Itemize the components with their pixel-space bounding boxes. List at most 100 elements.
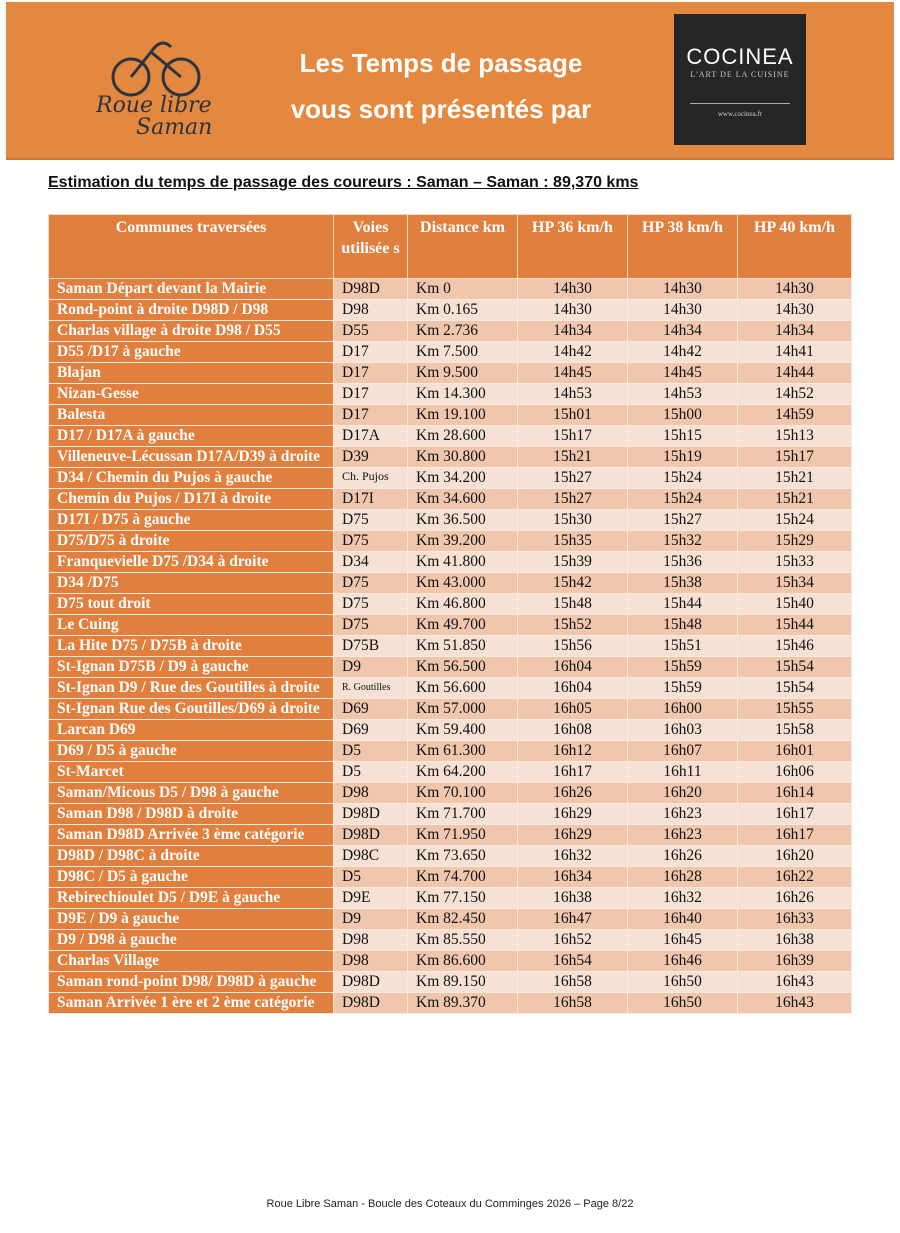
time-36-cell: 16h54 <box>517 950 628 972</box>
route-cell: D17I <box>333 488 408 510</box>
route-cell: D75 <box>333 593 408 615</box>
route-cell: D17 <box>333 404 408 426</box>
table-header-row: Communes traversées Voies utilisée s Dista… <box>48 214 852 279</box>
time-40-cell: 15h29 <box>737 530 852 552</box>
time-40-cell: 15h58 <box>737 719 852 741</box>
time-36-cell: 16h04 <box>517 677 628 699</box>
table-row: Villeneuve-Lécussan D17A/D39 à droite D39… <box>48 446 852 468</box>
time-36-cell: 16h38 <box>517 887 628 909</box>
time-36-cell: 15h27 <box>517 488 628 510</box>
time-38-cell: 16h11 <box>627 761 738 783</box>
time-36-cell: 15h56 <box>517 635 628 657</box>
table-row: D17 / D17A à gauche D17A Km 28.600 15h17 15h… <box>48 425 852 447</box>
route-cell: D17 <box>333 362 408 384</box>
time-40-cell: 16h26 <box>737 887 852 909</box>
time-38-cell: 15h44 <box>627 593 738 615</box>
page-footer: Roue Libre Saman - Boucle des Coteaux du… <box>266 1198 634 1210</box>
commune-cell: D98C / D5 à gauche <box>48 866 334 888</box>
commune-cell: Larcan D69 <box>48 719 334 741</box>
distance-cell: Km 0.165 <box>407 299 518 321</box>
time-38-cell: 15h00 <box>627 404 738 426</box>
time-36-cell: 14h30 <box>517 299 628 321</box>
time-40-cell: 15h55 <box>737 698 852 720</box>
time-40-cell: 15h46 <box>737 635 852 657</box>
commune-cell: La Hite D75 / D75B à droite <box>48 635 334 657</box>
column-header: Voies utilisée s <box>333 214 408 279</box>
time-38-cell: 14h30 <box>627 278 738 300</box>
route-cell: D69 <box>333 698 408 720</box>
time-36-cell: 15h17 <box>517 425 628 447</box>
roue-libre-saman-logo: Roue libre Saman <box>86 32 236 142</box>
table-row: Le Cuing D75 Km 49.700 15h52 15h48 15h44 <box>48 614 852 636</box>
time-38-cell: 15h24 <box>627 488 738 510</box>
time-36-cell: 16h29 <box>517 824 628 846</box>
commune-cell: St-Ignan D9 / Rue des Goutilles à droite <box>48 677 334 699</box>
time-38-cell: 16h23 <box>627 803 738 825</box>
distance-cell: Km 89.150 <box>407 971 518 993</box>
distance-cell: Km 34.600 <box>407 488 518 510</box>
time-40-cell: 16h06 <box>737 761 852 783</box>
route-cell: R. Goutilles <box>333 677 408 699</box>
banner-title: Les Temps de passage vous sont présentés… <box>236 40 646 132</box>
route-cell: D98D <box>333 992 408 1014</box>
time-38-cell: 14h30 <box>627 299 738 321</box>
route-cell: D17 <box>333 383 408 405</box>
time-36-cell: 16h17 <box>517 761 628 783</box>
route-cell: D5 <box>333 740 408 762</box>
time-38-cell: 16h50 <box>627 992 738 1014</box>
table-row: Chemin du Pujos / D17I à droite D17I Km 34… <box>48 488 852 510</box>
commune-cell: Villeneuve-Lécussan D17A/D39 à droite <box>48 446 334 468</box>
time-36-cell: 16h29 <box>517 803 628 825</box>
time-40-cell: 16h01 <box>737 740 852 762</box>
time-36-cell: 15h48 <box>517 593 628 615</box>
commune-cell: St-Ignan Rue des Goutilles/D69 à droite <box>48 698 334 720</box>
distance-cell: Km 19.100 <box>407 404 518 426</box>
cocinea-logo: COCINEA L'ART DE LA CUISINE www.cocinea.… <box>674 14 806 145</box>
commune-cell: Franquevielle D75 /D34 à droite <box>48 551 334 573</box>
table-row: D34 / Chemin du Pujos à gauche Ch. Pujos K… <box>48 467 852 489</box>
commune-cell: Blajan <box>48 362 334 384</box>
time-38-cell: 15h59 <box>627 656 738 678</box>
distance-cell: Km 64.200 <box>407 761 518 783</box>
time-38-cell: 16h07 <box>627 740 738 762</box>
distance-cell: Km 61.300 <box>407 740 518 762</box>
distance-cell: Km 34.200 <box>407 467 518 489</box>
time-38-cell: 16h50 <box>627 971 738 993</box>
time-36-cell: 16h58 <box>517 971 628 993</box>
commune-cell: D34 /D75 <box>48 572 334 594</box>
table-row: Saman rond-point D98/ D98D à gauche D98D K… <box>48 971 852 993</box>
commune-cell: Saman/Micous D5 / D98 à gauche <box>48 782 334 804</box>
time-38-cell: 16h23 <box>627 824 738 846</box>
time-40-cell: 14h44 <box>737 362 852 384</box>
distance-cell: Km 9.500 <box>407 362 518 384</box>
distance-cell: Km 36.500 <box>407 509 518 531</box>
distance-cell: Km 85.550 <box>407 929 518 951</box>
table-row: St-Ignan D9 / Rue des Goutilles à droite… <box>48 677 852 699</box>
route-cell: D98 <box>333 950 408 972</box>
table-row: La Hite D75 / D75B à droite D75B Km 51.850… <box>48 635 852 657</box>
time-38-cell: 16h28 <box>627 866 738 888</box>
table-row: St-Marcet D5 Km 64.200 16h17 16h11 16h06 <box>48 761 852 783</box>
route-cell: D9E <box>333 887 408 909</box>
time-38-cell: 15h59 <box>627 677 738 699</box>
route-cell: D98C <box>333 845 408 867</box>
time-40-cell: 16h39 <box>737 950 852 972</box>
distance-cell: Km 7.500 <box>407 341 518 363</box>
distance-cell: Km 28.600 <box>407 425 518 447</box>
time-36-cell: 15h27 <box>517 467 628 489</box>
route-cell: D55 <box>333 320 408 342</box>
route-cell: D75B <box>333 635 408 657</box>
time-38-cell: 15h38 <box>627 572 738 594</box>
time-40-cell: 14h59 <box>737 404 852 426</box>
time-38-cell: 15h15 <box>627 425 738 447</box>
time-36-cell: 16h26 <box>517 782 628 804</box>
commune-cell: D9E / D9 à gauche <box>48 908 334 930</box>
table-row: D17I / D75 à gauche D75 Km 36.500 15h30 15h2… <box>48 509 852 531</box>
commune-cell: Saman D98D Arrivée 3 ème catégorie <box>48 824 334 846</box>
distance-cell: Km 56.500 <box>407 656 518 678</box>
table-row: D98C / D5 à gauche D5 Km 74.700 16h34 16h28 1… <box>48 866 852 888</box>
commune-cell: D75/D75 à droite <box>48 530 334 552</box>
distance-cell: Km 74.700 <box>407 866 518 888</box>
route-cell: D9 <box>333 908 408 930</box>
route-cell: D98D <box>333 824 408 846</box>
